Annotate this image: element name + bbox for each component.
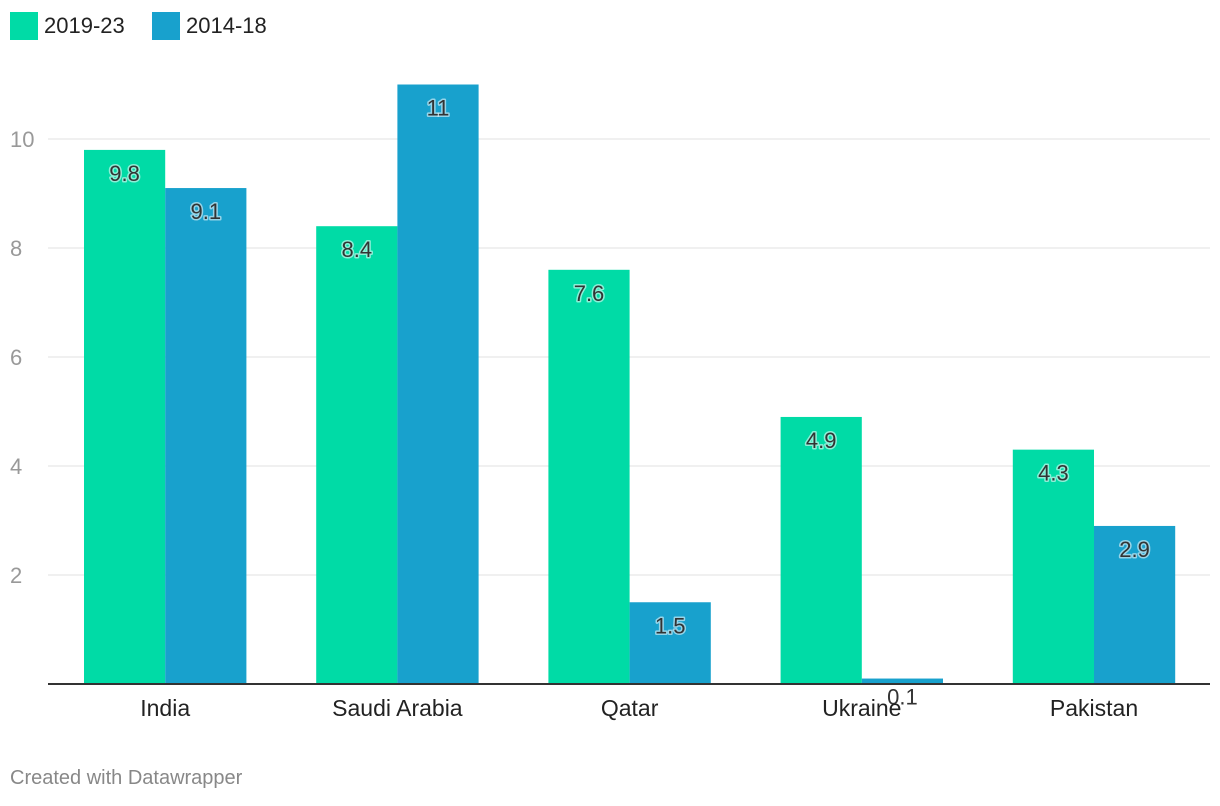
bar-ukraine-2019-23: [780, 416, 862, 684]
data-label-india-2019-23: 9.8: [109, 161, 140, 186]
legend-label-2019-23: 2019-23: [44, 13, 125, 38]
bar-ukraine-2014-18: [861, 678, 943, 684]
y-tick-label-6: 6: [10, 345, 22, 370]
data-label-india-2014-18: 9.1: [191, 199, 222, 224]
bar-qatar-2014-18: [629, 602, 711, 684]
data-label-saudi-arabia-2014-18: 11: [427, 96, 450, 121]
data-label-ukraine-2014-18: 0.1: [887, 685, 918, 710]
legend-label-2014-18: 2014-18: [186, 13, 267, 38]
x-tick-label-qatar: Qatar: [601, 695, 659, 721]
bar-pakistan-2014-18: [1094, 525, 1176, 684]
y-tick-label-8: 8: [10, 236, 22, 261]
legend: 2019-23 2014-18: [10, 12, 267, 40]
x-tick-label-saudi-arabia: Saudi Arabia: [332, 695, 463, 721]
bar-india-2014-18: [165, 188, 247, 685]
y-tick-label-2: 2: [10, 563, 22, 588]
data-label-pakistan-2014-18: 2.9: [1119, 537, 1150, 562]
data-labels: 9.8 9.1 8.4 11 7.6 1.5 4.9 0.1 4.3 2.9: [108, 94, 1152, 711]
bar-saudi-arabia-2019-23: [316, 226, 398, 684]
data-label-qatar-2019-23: 7.6: [574, 281, 605, 306]
bar-pakistan-2019-23: [1012, 449, 1094, 684]
data-label-ukraine-2019-23: 4.9: [806, 428, 837, 453]
x-axis: India Saudi Arabia Qatar Ukraine Pakistan: [48, 683, 1210, 721]
data-label-qatar-2014-18: 1.5: [655, 613, 686, 638]
legend-swatch-2014-18: [152, 12, 180, 40]
legend-swatch-2019-23: [10, 12, 38, 40]
x-tick-label-ukraine: Ukraine: [822, 695, 901, 721]
x-tick-label-india: India: [140, 695, 190, 721]
bar-saudi-arabia-2014-18: [397, 84, 479, 684]
y-tick-label-10: 10: [10, 127, 34, 152]
bar-qatar-2019-23: [548, 269, 630, 684]
data-label-saudi-arabia-2019-23: 8.4: [342, 237, 373, 262]
data-label-pakistan-2019-23: 4.3: [1038, 461, 1069, 486]
credit-text: Created with Datawrapper: [10, 767, 243, 789]
y-tick-label-4: 4: [10, 454, 22, 479]
bar-india-2019-23: [84, 149, 166, 684]
bars: [84, 84, 1176, 685]
x-tick-label-pakistan: Pakistan: [1050, 695, 1138, 721]
